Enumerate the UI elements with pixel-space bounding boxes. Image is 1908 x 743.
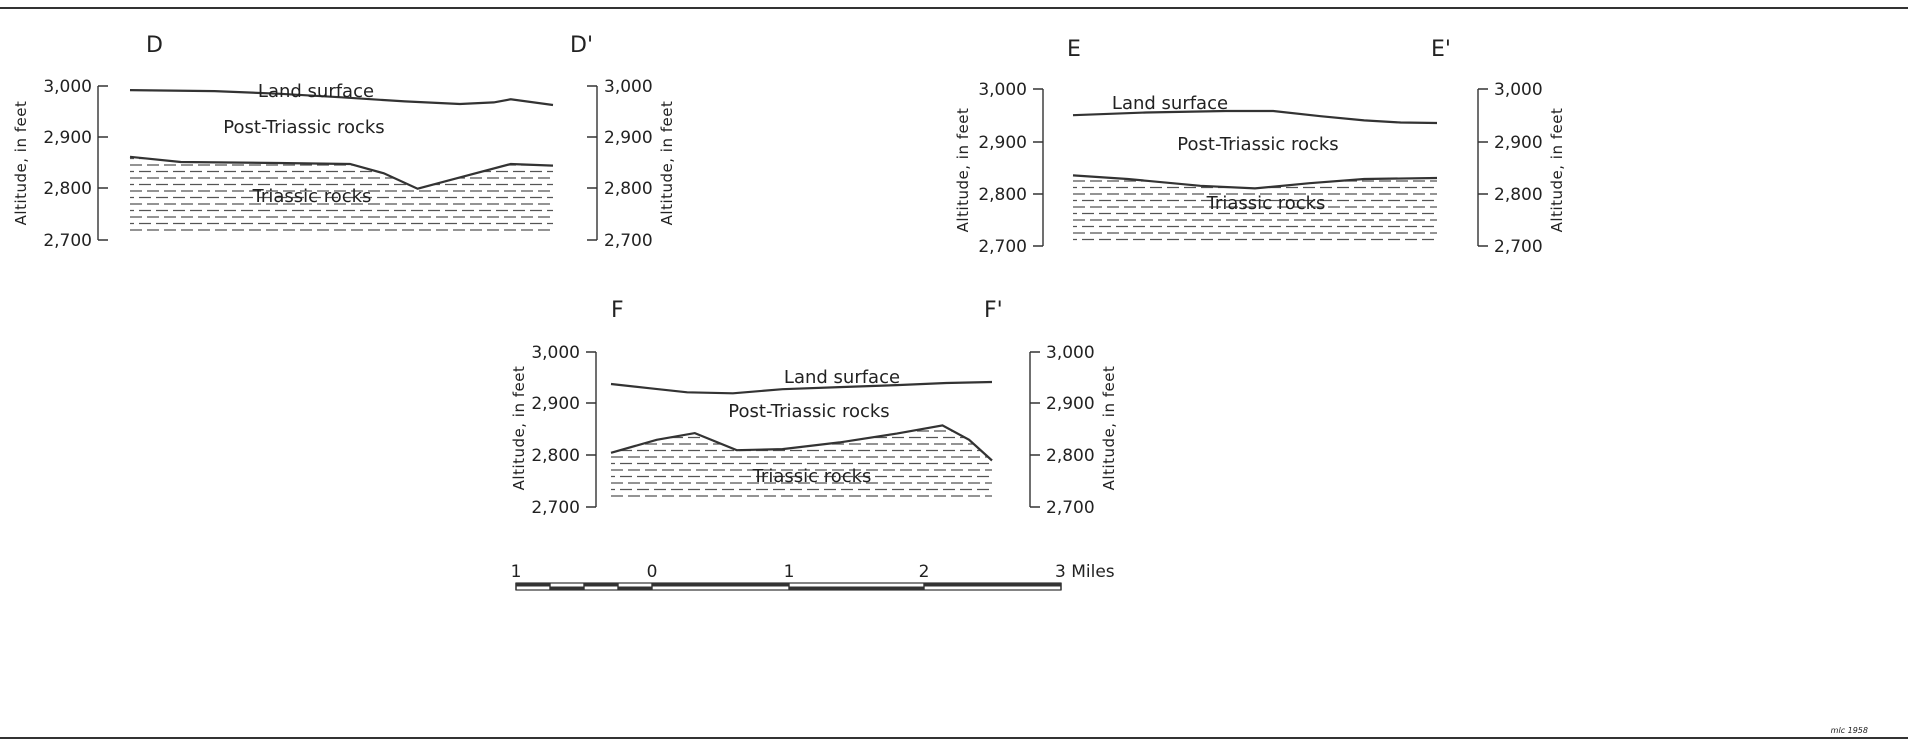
section-e-right-tick: 2,900 xyxy=(1494,133,1543,153)
scale-bar-ticks xyxy=(515,583,1062,590)
scale-bar-segment xyxy=(652,583,789,587)
scale-bar-segment xyxy=(550,586,584,590)
section-d-right-tick: 2,800 xyxy=(604,179,653,199)
section-f-right-tick: 3,000 xyxy=(1046,343,1095,363)
section-e-right-tick: 2,700 xyxy=(1494,237,1543,257)
section-f: F F' 3,000 2,900 2,800 2,700 3,000 2,900… xyxy=(510,298,1118,518)
section-e-land-surface-line xyxy=(1072,109,1438,125)
scale-bar-label: 1 xyxy=(511,562,522,582)
section-e-triassic-contact-line xyxy=(1072,174,1438,190)
section-f-triassic-contact-line xyxy=(610,424,993,462)
section-d: D D' 3,000 2,900 2,800 2,700 3,000 2,900… xyxy=(12,33,676,251)
section-f-left-tick: 2,700 xyxy=(531,498,580,518)
section-f-right-tick: 2,700 xyxy=(1046,498,1095,518)
section-d-triassic-label: Triassic rocks xyxy=(252,186,372,207)
section-f-end-label: F' xyxy=(984,298,1003,323)
section-f-left-axis xyxy=(586,351,597,508)
section-e-right-tick: 2,800 xyxy=(1494,185,1543,205)
scale-bar-segment xyxy=(516,583,550,587)
section-f-post-triassic-label: Post-Triassic rocks xyxy=(728,401,889,422)
section-e-post-triassic-label: Post-Triassic rocks xyxy=(1177,134,1338,155)
section-f-left-tick: 3,000 xyxy=(531,343,580,363)
scale-bar-label: 1 xyxy=(784,562,795,582)
section-d-left-axis-title: Altitude, in feet xyxy=(12,101,30,226)
section-d-left-tick: 2,700 xyxy=(43,231,92,251)
section-e-triassic-label: Triassic rocks xyxy=(1206,193,1326,214)
section-d-right-tick: 2,900 xyxy=(604,128,653,148)
section-f-left-tick: 2,800 xyxy=(531,446,580,466)
scale-bar-label: 3 Miles xyxy=(1055,562,1115,582)
section-e-start-label: E xyxy=(1067,37,1081,62)
section-d-triassic-hatch xyxy=(130,157,553,231)
section-f-triassic-label: Triassic rocks xyxy=(752,466,872,487)
scale-bar-label: 0 xyxy=(647,562,658,582)
section-f-start-label: F xyxy=(611,298,624,323)
section-e: E E' 3,000 2,900 2,800 2,700 3,000 2,900… xyxy=(954,37,1566,257)
section-e-left-axis-title: Altitude, in feet xyxy=(954,108,972,233)
draftsman-initials: mlc 1958 xyxy=(1831,726,1868,735)
section-e-left-tick: 2,900 xyxy=(978,133,1027,153)
section-f-land-surface-label: Land surface xyxy=(784,367,900,388)
section-d-land-surface-label: Land surface xyxy=(258,81,374,102)
section-d-land-surface-line xyxy=(129,89,554,107)
scale-bar-segment xyxy=(618,586,652,590)
section-f-right-axis xyxy=(1029,351,1040,508)
section-e-land-surface-label: Land surface xyxy=(1112,93,1228,114)
section-d-left-tick: 2,800 xyxy=(43,179,92,199)
scale-bar-segment xyxy=(924,583,1061,587)
section-d-left-axis xyxy=(97,85,108,241)
section-d-left-tick: 2,900 xyxy=(43,128,92,148)
section-e-left-tick: 3,000 xyxy=(978,80,1027,100)
scale-bar-segment xyxy=(584,583,618,587)
section-e-right-tick: 3,000 xyxy=(1494,80,1543,100)
section-e-left-tick: 2,700 xyxy=(978,237,1027,257)
section-f-land-surface-line xyxy=(610,380,993,395)
section-d-right-axis-title: Altitude, in feet xyxy=(658,101,676,226)
section-e-left-axis xyxy=(1033,88,1044,247)
section-f-right-tick: 2,900 xyxy=(1046,394,1095,414)
section-f-right-tick: 2,800 xyxy=(1046,446,1095,466)
scale-bar: 1 0 1 2 3 Miles xyxy=(511,562,1115,591)
scale-bar-segment xyxy=(789,586,924,590)
section-d-right-tick: 3,000 xyxy=(604,77,653,97)
section-f-left-axis-title: Altitude, in feet xyxy=(510,366,528,491)
section-d-right-axis xyxy=(587,85,598,241)
section-d-right-tick: 2,700 xyxy=(604,231,653,251)
section-d-left-tick: 3,000 xyxy=(43,77,92,97)
section-d-start-label: D xyxy=(146,33,163,58)
section-e-right-axis xyxy=(1477,88,1488,247)
section-e-end-label: E' xyxy=(1431,37,1451,62)
section-d-end-label: D' xyxy=(570,33,593,58)
section-e-right-axis-title: Altitude, in feet xyxy=(1548,108,1566,233)
section-f-left-tick: 2,900 xyxy=(531,394,580,414)
section-d-post-triassic-label: Post-Triassic rocks xyxy=(223,117,384,138)
section-e-left-tick: 2,800 xyxy=(978,185,1027,205)
section-d-triassic-contact-line xyxy=(129,155,554,190)
section-f-right-axis-title: Altitude, in feet xyxy=(1100,366,1118,491)
scale-bar-label: 2 xyxy=(919,562,930,582)
